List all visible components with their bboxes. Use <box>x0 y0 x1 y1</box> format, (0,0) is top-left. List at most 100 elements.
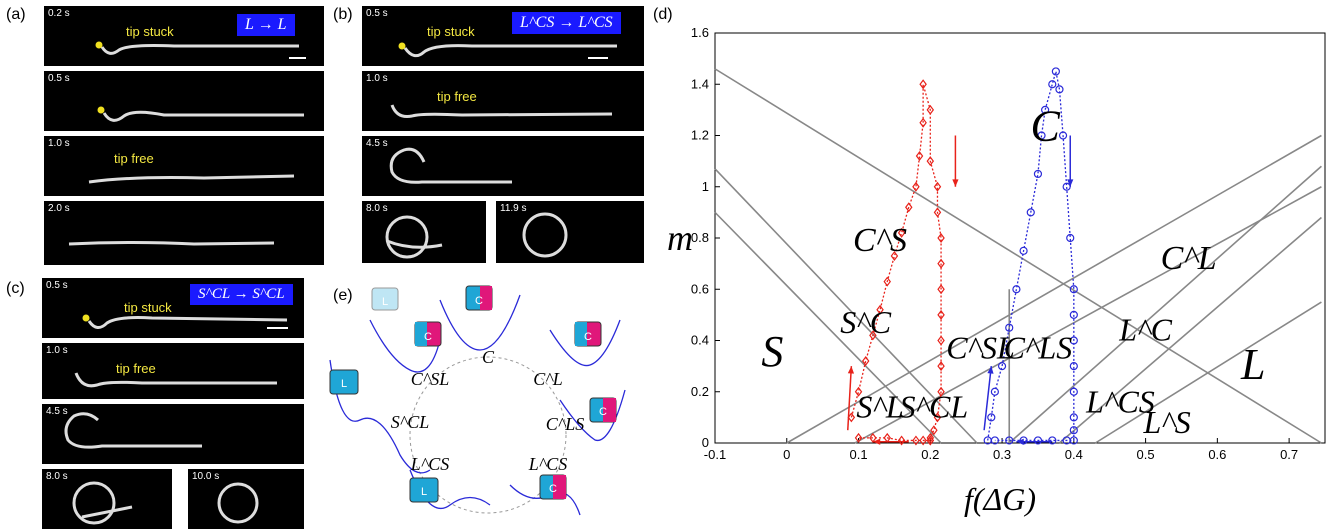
x-tick-label: 0.5 <box>1137 447 1155 462</box>
boundary-line <box>854 186 1322 444</box>
filament-shape <box>74 372 277 388</box>
data-point <box>1012 285 1021 294</box>
x-tick-label: 0 <box>783 447 790 462</box>
x-tick-label: 0.3 <box>993 447 1011 462</box>
data-point <box>933 181 942 192</box>
data-point <box>1048 80 1057 89</box>
frame-time: 10.0 s <box>192 471 220 482</box>
data-point <box>1055 85 1064 94</box>
frame-caption: tip stuck <box>124 300 172 315</box>
data-point <box>883 276 891 287</box>
filament-shape <box>72 481 133 525</box>
boundary-line <box>786 134 1322 444</box>
x-tick-label: 0.7 <box>1280 447 1298 462</box>
data-point <box>1041 105 1050 114</box>
cup-icon: C <box>574 321 602 347</box>
frame-c-5: 10.0 s <box>188 469 304 529</box>
boundary-line <box>1008 165 1322 444</box>
filament-shape <box>82 314 288 329</box>
region-label: S^C <box>840 304 892 340</box>
arrow-head <box>987 366 994 374</box>
x-tick-label: 0.2 <box>921 447 939 462</box>
filament-shape <box>385 215 443 259</box>
region-label: C^S <box>853 222 907 259</box>
filament-shape <box>97 106 304 122</box>
y-tick-label: 0.8 <box>691 230 709 245</box>
filament-shape <box>64 412 202 449</box>
y-tick-label: 0.6 <box>691 281 709 296</box>
boundary-line <box>714 168 978 444</box>
filament-shape <box>95 41 306 59</box>
arrow-head <box>1016 438 1024 445</box>
boundary-line <box>1094 301 1322 444</box>
cup-icon: C <box>414 321 442 347</box>
data-point <box>1069 336 1078 345</box>
energy-well <box>329 359 431 474</box>
node-label: C^SL <box>411 369 450 389</box>
data-point <box>937 386 945 397</box>
data-point <box>869 330 877 341</box>
boundary-line <box>1058 216 1322 444</box>
data-point <box>1066 233 1075 243</box>
energy-well <box>549 319 621 367</box>
x-axis-label: f(ΔG) <box>964 481 1036 517</box>
data-point <box>926 156 935 167</box>
svg-text:C: C <box>549 483 557 495</box>
panel-b-label: (b) <box>333 6 353 23</box>
region-label: L^S <box>1142 404 1190 440</box>
x-tick-label: 0.1 <box>849 447 867 462</box>
svg-text:C: C <box>584 331 592 343</box>
transition-schematic: L C C C L L C C C C^L C^LS L^CS L^CS S^C… <box>329 285 626 516</box>
frame-caption: tip stuck <box>427 24 475 39</box>
frame-a-2: 0.5 s <box>44 71 324 131</box>
panel-a-label: (a) <box>6 6 26 23</box>
frame-b-5: 11.9 s <box>496 201 644 263</box>
node-label: C <box>482 347 495 367</box>
frame-b-3: 4.5 s <box>362 136 644 196</box>
arrow-head <box>872 438 881 445</box>
arrow-head <box>847 366 855 374</box>
region-label: L^C <box>1118 312 1172 348</box>
data-point <box>890 250 899 261</box>
frame-b-2: 1.0 s tip free <box>362 71 644 131</box>
y-tick-label: 1.2 <box>691 128 709 143</box>
frame-time: 0.5 s <box>46 280 68 291</box>
series-line <box>850 84 942 442</box>
filament-shape <box>390 104 613 118</box>
data-point <box>897 227 906 238</box>
frame-a-3: 1.0 s tip free <box>44 136 324 196</box>
data-point <box>1033 169 1043 179</box>
data-point <box>854 432 863 443</box>
y-tick-label: 1.4 <box>691 76 709 91</box>
cup-icon: L <box>371 287 399 311</box>
svg-text:L: L <box>341 378 347 390</box>
energy-well <box>439 294 521 351</box>
region-label: S^CL <box>900 388 969 424</box>
data-point <box>930 425 938 436</box>
filament-shape <box>217 482 259 524</box>
frame-time: 11.9 s <box>500 203 527 214</box>
data-point <box>854 386 863 397</box>
region-label: C^L <box>1161 240 1217 277</box>
transition-cycle <box>409 356 567 514</box>
data-point <box>1069 387 1078 396</box>
panel-c-label: (c) <box>6 280 25 297</box>
data-point <box>861 356 870 366</box>
frame-time: 4.5 s <box>366 138 388 149</box>
frame-caption: tip stuck <box>126 24 174 39</box>
data-point <box>997 362 1007 371</box>
panel-d-label: (d) <box>653 6 673 23</box>
data-point <box>1033 436 1043 445</box>
boundary-line <box>714 211 942 444</box>
frame-a-4: 2.0 s <box>44 201 324 265</box>
node-label: C^LS <box>546 414 585 434</box>
data-point <box>937 284 945 295</box>
data-point <box>926 104 935 115</box>
frame-c-1: 0.5 s tip stuck S^CL → S^CL <box>42 278 304 338</box>
cup-icon: L <box>329 369 359 395</box>
x-tick-label: -0.1 <box>704 447 726 462</box>
data-point <box>912 435 920 446</box>
data-point <box>1058 131 1068 140</box>
data-point <box>933 207 942 218</box>
data-point <box>933 412 942 423</box>
